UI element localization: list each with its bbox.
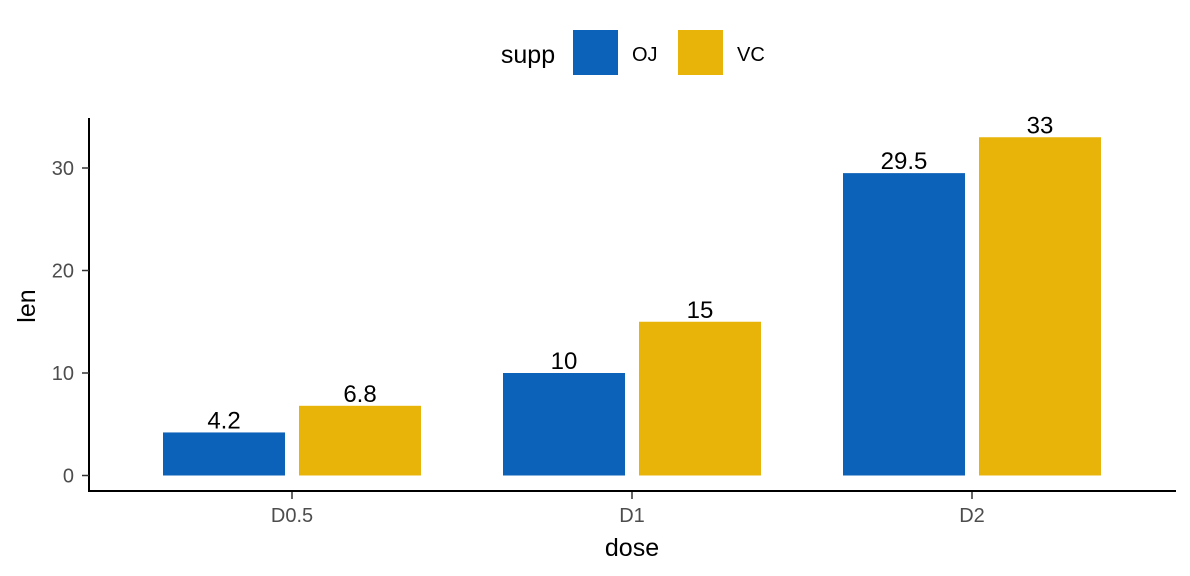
data-label-oj-d0-5: 4.2 (207, 407, 240, 434)
data-labels: 4.2 10 29.5 6.8 15 33 (207, 112, 1053, 434)
legend-title: supp (501, 41, 555, 69)
y-axis-ticks: 0 10 20 30 (52, 158, 89, 488)
y-tick-label: 10 (52, 363, 74, 385)
x-axis-ticks: D0.5 D1 D2 (271, 492, 985, 527)
x-tick-label: D2 (959, 505, 985, 527)
bars-layer (163, 137, 1101, 476)
bar-vc-d0-5 (299, 405, 421, 476)
data-label-oj-d2: 29.5 (881, 148, 928, 175)
x-axis-title: dose (605, 534, 659, 562)
y-tick-label: 20 (52, 261, 74, 283)
data-label-oj-d1: 10 (551, 348, 578, 375)
data-label-vc-d1: 15 (687, 297, 714, 324)
y-tick-label: 0 (63, 466, 74, 488)
bar-oj-d0-5 (163, 432, 285, 476)
x-tick-label: D0.5 (271, 505, 313, 527)
bar-vc-d2 (979, 137, 1101, 476)
y-tick-label: 30 (52, 158, 74, 180)
data-label-vc-d0-5: 6.8 (343, 381, 376, 408)
legend-swatch-vc (678, 30, 723, 75)
y-axis-title: len (13, 289, 41, 322)
bar-oj-d2 (843, 173, 965, 476)
legend-label-vc: VC (737, 44, 765, 66)
x-tick-label: D1 (619, 505, 645, 527)
bar-oj-d1 (503, 373, 625, 476)
bar-vc-d1 (639, 321, 761, 476)
legend-swatch-oj (573, 30, 618, 75)
data-label-vc-d2: 33 (1027, 112, 1054, 139)
legend-label-oj: OJ (632, 44, 658, 66)
legend: supp OJ VC (501, 30, 765, 75)
